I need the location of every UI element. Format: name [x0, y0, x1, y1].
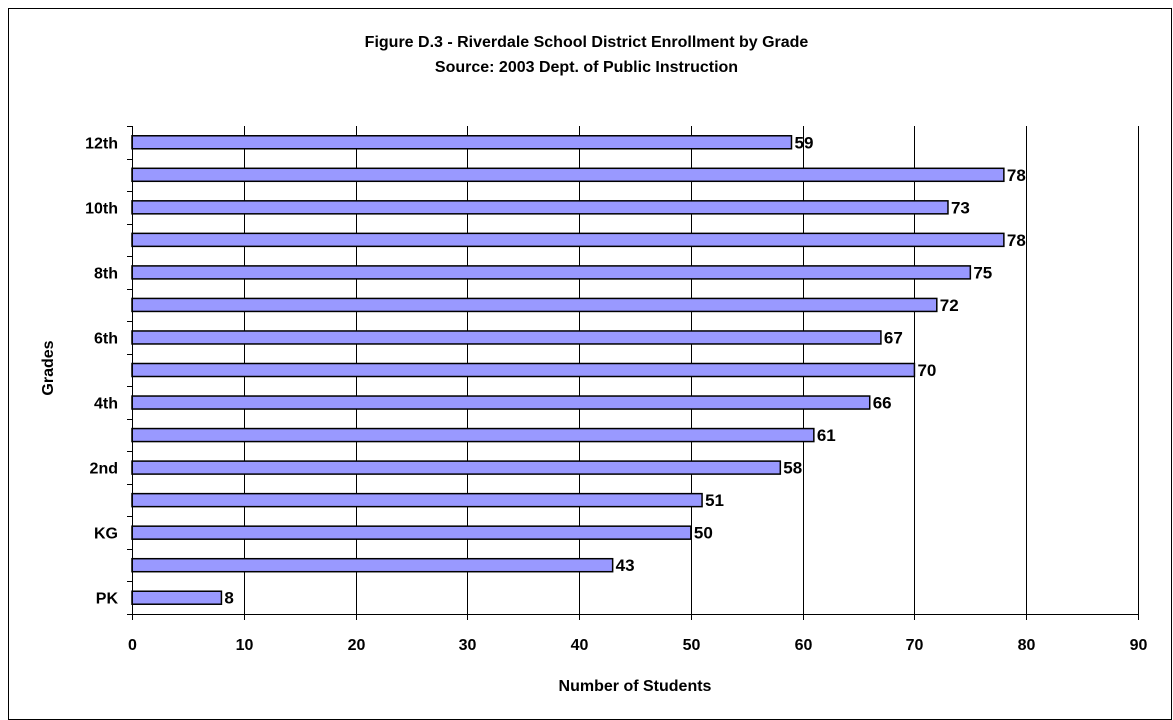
bar: [131, 297, 938, 313]
y-tick-label: PK: [96, 591, 119, 608]
data-label: 78: [1007, 231, 1026, 250]
data-label: 73: [951, 198, 970, 217]
data-label: 8: [224, 589, 233, 608]
x-axis-label: Number of Students: [559, 678, 712, 695]
y-tick-label: 10th: [85, 200, 118, 217]
x-tick-label: 20: [348, 637, 366, 654]
x-tick-label: 70: [906, 637, 924, 654]
bar: [131, 200, 949, 215]
bar: [131, 590, 223, 605]
y-tick-label: 6th: [94, 330, 118, 347]
bar: [131, 265, 972, 280]
bar: [131, 557, 614, 573]
data-label: 75: [973, 263, 992, 282]
chart-subtitle: Source: 2003 Dept. of Public Instruction: [434, 59, 739, 76]
x-tick-label: 30: [459, 637, 477, 654]
x-tick-label: 60: [795, 637, 813, 654]
y-tick-label: 4th: [94, 396, 118, 413]
bar: [131, 525, 692, 540]
bar: [131, 135, 793, 150]
data-label: 78: [1007, 166, 1026, 185]
data-label: 59: [794, 133, 813, 152]
data-label: 58: [783, 459, 802, 478]
data-label: 51: [705, 491, 724, 510]
bar: [131, 330, 882, 345]
y-tick-label: 2nd: [90, 461, 118, 478]
y-axis-label: Grades: [40, 340, 57, 395]
axes: 0 10 20 30 40 50 60 70 80 90 PK KG 2nd 4th 6th 8th 10th 1…: [85, 126, 1148, 654]
bar: [131, 232, 1005, 248]
data-label: 61: [817, 426, 836, 445]
x-tick-label: 90: [1130, 637, 1148, 654]
data-label: 72: [940, 296, 959, 315]
bar: [131, 460, 782, 475]
y-tick-label: 12th: [85, 135, 118, 152]
x-tick-label: 40: [571, 637, 589, 654]
x-tick-label: 10: [236, 637, 254, 654]
chart-title: Figure D.3 - Riverdale School District E…: [364, 34, 809, 51]
bars: 8 43 50 51 58 61 66 70 67 72 75 78 73 78 59: [131, 133, 1026, 608]
x-tick-label: 50: [683, 637, 701, 654]
bar: [131, 427, 815, 443]
bar: [131, 492, 703, 508]
data-label: 67: [884, 328, 903, 347]
data-label: 66: [873, 394, 892, 413]
y-tick-label: KG: [94, 526, 118, 543]
x-tick-label: 80: [1018, 637, 1036, 654]
bar: [131, 167, 1005, 183]
bar: [131, 362, 916, 378]
x-tick-label: 0: [128, 637, 137, 654]
data-label: 43: [616, 556, 635, 575]
data-label: 70: [917, 361, 936, 380]
data-label: 50: [694, 524, 713, 543]
y-tick-label: 8th: [94, 265, 118, 282]
bar: [131, 395, 871, 410]
